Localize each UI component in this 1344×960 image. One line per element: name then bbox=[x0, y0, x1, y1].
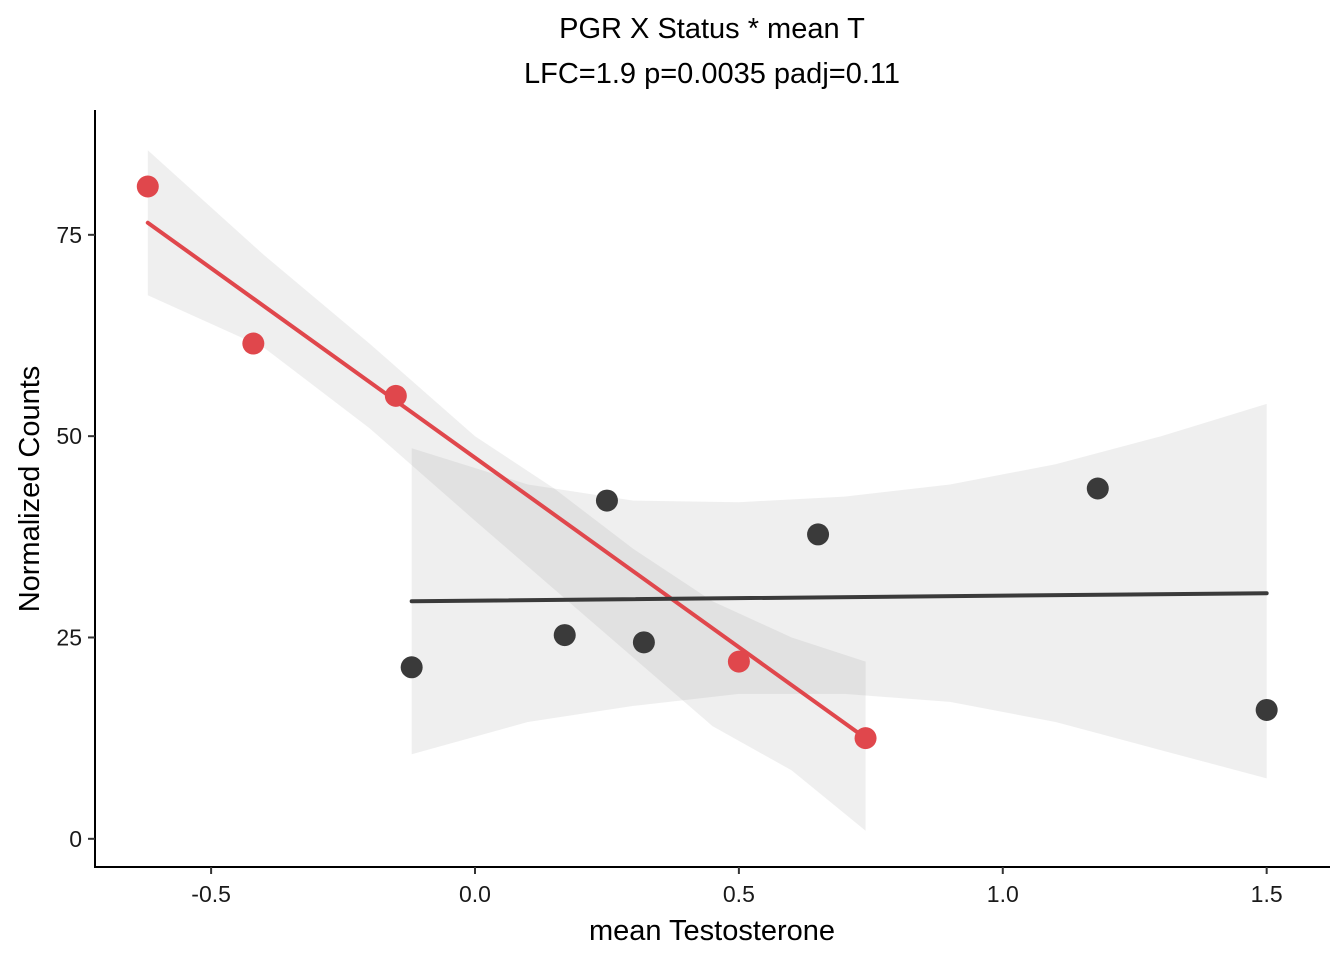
y-axis-ticks: 0 25 50 75 bbox=[56, 222, 95, 852]
regression-line-2 bbox=[409, 591, 1269, 604]
y-tick-label: 25 bbox=[56, 624, 82, 650]
data-point-series-2 bbox=[553, 624, 576, 647]
y-tick-label: 50 bbox=[56, 423, 82, 449]
regression-line-1 bbox=[145, 220, 868, 741]
data-point-series-1 bbox=[854, 727, 877, 750]
regression-lines bbox=[145, 220, 1269, 741]
data-point-series-2 bbox=[1255, 698, 1278, 721]
data-point-series-2 bbox=[1086, 477, 1109, 500]
chart-subtitle: LFC=1.9 p=0.0035 padj=0.11 bbox=[524, 58, 900, 90]
data-point-series-2 bbox=[632, 631, 655, 654]
data-point-series-2 bbox=[595, 489, 618, 512]
x-axis-label: mean Testosterone bbox=[589, 915, 835, 947]
chart-title: PGR X Status * mean T bbox=[559, 13, 865, 45]
data-points bbox=[136, 175, 1278, 750]
y-tick-label: 0 bbox=[69, 826, 82, 852]
data-point-series-1 bbox=[727, 650, 750, 673]
confidence-band-2 bbox=[411, 403, 1267, 779]
data-point-series-1 bbox=[242, 332, 265, 355]
x-tick-label: 0.0 bbox=[459, 881, 491, 907]
y-tick-label: 75 bbox=[56, 222, 82, 248]
x-tick-label: -0.5 bbox=[191, 881, 231, 907]
x-tick-label: 0.5 bbox=[723, 881, 755, 907]
confidence-band-1 bbox=[147, 150, 866, 831]
x-tick-label: 1.5 bbox=[1251, 881, 1283, 907]
y-axis-label: Normalized Counts bbox=[14, 366, 46, 613]
data-point-series-1 bbox=[384, 384, 407, 407]
confidence-bands bbox=[147, 150, 1267, 831]
x-tick-label: 1.0 bbox=[987, 881, 1019, 907]
data-point-series-2 bbox=[400, 656, 423, 679]
x-axis-ticks: -0.5 0.0 0.5 1.0 1.5 bbox=[191, 867, 1283, 907]
data-point-series-1 bbox=[136, 175, 159, 198]
data-point-series-2 bbox=[807, 523, 830, 546]
